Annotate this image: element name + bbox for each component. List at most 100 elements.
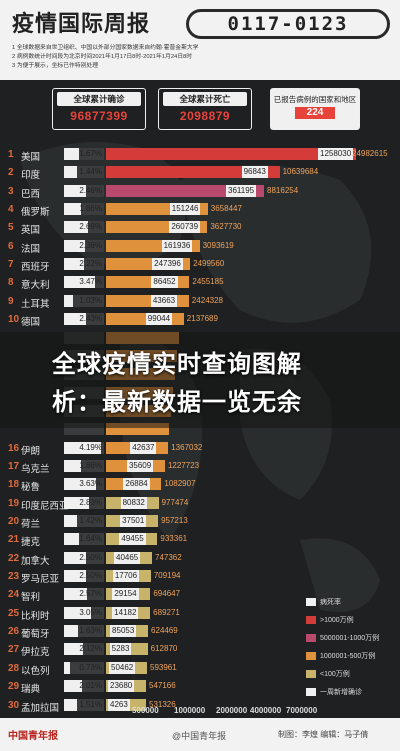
cfr-bar — [64, 184, 86, 197]
chart-row: 17 乌克兰 1.86% 35609 1227723 — [0, 458, 400, 478]
new-cases-label: 29154 — [112, 588, 139, 601]
page-title: 疫情国际周报 — [12, 12, 151, 37]
rank-label: 6 — [8, 240, 14, 252]
header: 疫情国际周报 0117-0123 1 全球数据来自世卫组织、中国以外部分国家数据… — [0, 0, 400, 80]
cfr-bar — [64, 698, 78, 711]
country-label: 瑞典 — [21, 684, 41, 696]
cfr-label: 2.22% — [79, 259, 102, 269]
banner-line-1: 全球疫情实时查询图解 — [52, 350, 302, 378]
cfr-cell: 2.69% — [64, 221, 104, 234]
x-tick-label: 7000000 — [286, 706, 318, 715]
chart-row: 10 德国 2.43% 99044 2137689 — [0, 311, 400, 331]
rank-label: 2 — [8, 167, 14, 179]
total-cases-label: 24982615 — [352, 149, 388, 158]
cfr-label: 3.47% — [79, 277, 102, 287]
legend-swatch — [306, 688, 316, 696]
new-cases-label: 17706 — [112, 570, 140, 583]
total-cases-label: 2424328 — [191, 295, 224, 305]
chart-row: 4 俄罗斯 1.86% 151246 3658447 — [0, 201, 400, 221]
cfr-bar — [64, 441, 102, 454]
cfr-label: 4.19% — [79, 442, 102, 452]
total-cases-label: 593961 — [150, 662, 177, 672]
new-cases-label: 99044 — [145, 313, 173, 326]
cfr-bar — [64, 625, 79, 638]
chart-row: 19 印度尼西亚 2.83% 80832 977474 — [0, 495, 400, 515]
country-label: 巴西 — [21, 188, 41, 200]
country-label: 加拿大 — [21, 555, 50, 567]
rank-label: 3 — [8, 185, 14, 197]
total-cases-label: 612870 — [150, 644, 178, 654]
country-label: 荷兰 — [21, 519, 41, 530]
cfr-label: 1.51% — [79, 699, 102, 709]
x-tick-label: 1000000 — [174, 706, 206, 715]
country-label: 印度尼西亚 — [21, 500, 69, 512]
rank-label: 1 — [8, 149, 14, 160]
x-tick-label: 4000000 — [250, 706, 282, 715]
cfr-label: 2.50% — [79, 552, 102, 562]
country-label: 伊拉克 — [21, 647, 50, 659]
legend-label: 一周新增确诊 — [320, 689, 362, 696]
total-cases-label: 689271 — [153, 607, 180, 617]
country-label: 意大利 — [21, 280, 50, 292]
chart-row: 23 罗马尼亚 2.50% 17706 709194 — [0, 568, 400, 588]
new-cases-label: 85053 — [110, 625, 137, 638]
chart-row: 30 孟加拉国 1.51% 4263 531326 — [0, 697, 400, 717]
rank-label: 30 — [8, 699, 20, 711]
legend-swatch — [306, 616, 316, 624]
total-cases-label: 957213 — [161, 516, 188, 525]
cfr-cell: 2.36% — [64, 239, 104, 252]
cfr-label: 2.46% — [79, 185, 102, 195]
cfr-cell: 2.83% — [64, 496, 104, 509]
cfr-bar — [64, 221, 88, 234]
new-cases-label: 80832 — [120, 496, 147, 509]
total-cases-label: 2499560 — [193, 259, 225, 269]
total-cases-label: 933361 — [160, 534, 188, 544]
total-cases-label: 3627730 — [210, 222, 242, 232]
chart-row: 24 智利 2.57% 29154 694647 — [0, 586, 400, 606]
chart-row: 9 土耳其 1.03% 43663 2424328 — [0, 293, 400, 313]
chart-row: 3 巴西 2.46% 361195 8816254 — [0, 183, 400, 203]
cfr-cell: 4.19% — [64, 441, 104, 454]
total-cases-label: 1082907 — [164, 479, 196, 489]
rank-label: 8 — [8, 277, 14, 289]
legend-item: 一周新增确诊 — [300, 684, 396, 702]
chart-row: 6 法国 2.36% 161936 3093619 — [0, 238, 400, 258]
total-cases-label: 1227723 — [167, 460, 200, 470]
country-label: 孟加拉国 — [21, 702, 60, 714]
new-cases-label: 37501 — [120, 515, 147, 527]
legend-swatch — [306, 634, 316, 642]
country-label: 伊朗 — [21, 445, 41, 457]
country-label: 比利时 — [21, 610, 50, 622]
cfr-bar — [64, 496, 90, 509]
total-cases-label: 624469 — [151, 626, 178, 636]
cfr-label: 1.03% — [79, 295, 102, 305]
total-cases-label: 8816254 — [267, 185, 299, 195]
bar — [106, 166, 280, 179]
cfr-bar — [64, 533, 79, 546]
total-cases-label: 3658447 — [210, 204, 242, 214]
rank-label: 29 — [8, 681, 20, 693]
chart-row: 16 伊朗 4.19% 42637 1367032 — [0, 440, 400, 460]
legend-label: 病死率 — [320, 599, 341, 606]
country-label: 秘鲁 — [21, 482, 41, 494]
cfr-cell: 3.05% — [64, 606, 104, 619]
country-label: 罗马尼亚 — [21, 574, 60, 586]
overlay-banner: 全球疫情实时查询图解 析：最新数据一览无余 — [0, 332, 400, 428]
new-cases-label: 247396 — [152, 258, 183, 271]
new-cases-label: 86452 — [151, 276, 178, 289]
footer-credits: 制图：李煌 编辑：马子倩 — [278, 730, 369, 739]
rank-label: 18 — [8, 479, 20, 491]
chart-row: 2 印度 1.44% 96843 10639684 — [0, 164, 400, 184]
cfr-bar — [64, 166, 77, 179]
cfr-label: 1.42% — [79, 516, 102, 525]
cfr-bar — [64, 680, 82, 693]
total-cases-label: 547166 — [149, 681, 176, 691]
rank-label: 21 — [8, 534, 20, 546]
chart-row: 18 秘鲁 3.63% 26884 1082907 — [0, 476, 400, 496]
rank-label: 4 — [8, 204, 14, 216]
rank-label: 9 — [8, 295, 14, 307]
cfr-label: 3.63% — [79, 479, 102, 489]
cfr-cell: 3.47% — [64, 276, 104, 289]
chart-row: 29 瑞典 2.01% 23680 547166 — [0, 678, 400, 698]
rank-label: 5 — [8, 222, 14, 234]
